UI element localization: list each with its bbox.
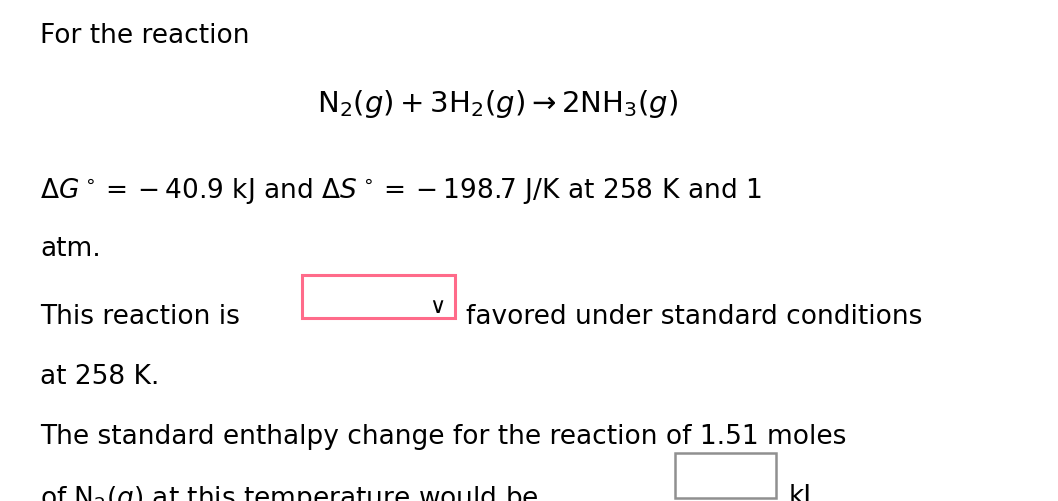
Text: The standard enthalpy change for the reaction of 1.51 moles: The standard enthalpy change for the rea… (40, 423, 846, 449)
Text: favored under standard conditions: favored under standard conditions (466, 303, 922, 329)
Text: $\mathrm{N_2}(g) + \mathrm{3H_2}(g) \rightarrow \mathrm{2NH_3}(g)$: $\mathrm{N_2}(g) + \mathrm{3H_2}(g) \rig… (317, 88, 678, 120)
Text: atm.: atm. (40, 235, 101, 262)
Text: ∨: ∨ (428, 297, 445, 317)
Text: For the reaction: For the reaction (40, 23, 250, 49)
Text: $\Delta G^\circ = -40.9\ \mathrm{kJ\ and}\ \Delta S^\circ = -198.7\ \mathrm{J/K\: $\Delta G^\circ = -40.9\ \mathrm{kJ\ and… (40, 175, 762, 205)
Text: of $\mathrm{N_2}(g)$ at this temperature would be: of $\mathrm{N_2}(g)$ at this temperature… (40, 483, 539, 501)
Text: at 258 K.: at 258 K. (40, 363, 160, 389)
Text: kJ.: kJ. (788, 483, 820, 501)
FancyBboxPatch shape (675, 453, 776, 498)
Text: This reaction is: This reaction is (40, 303, 240, 329)
FancyBboxPatch shape (302, 276, 455, 318)
